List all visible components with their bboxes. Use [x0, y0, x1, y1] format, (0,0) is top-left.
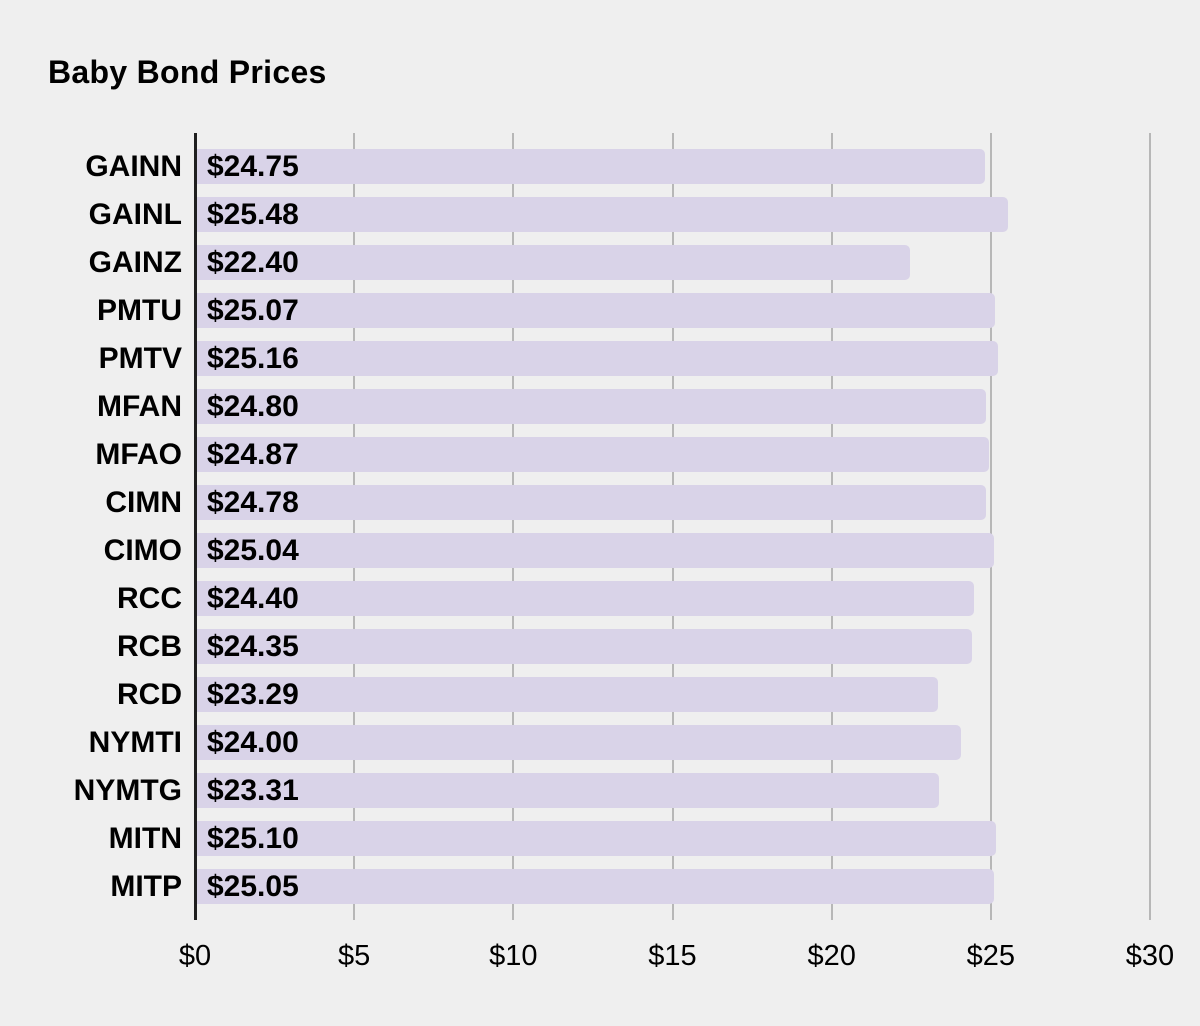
- gridline: [1149, 133, 1151, 920]
- bar-value-label: $24.78: [207, 485, 299, 519]
- category-label: MFAN: [97, 389, 182, 423]
- bar-value-label: $25.10: [207, 821, 299, 855]
- bar: $25.05: [197, 869, 995, 904]
- gridline: [671, 133, 674, 920]
- bar-row: MITN $25.10: [109, 821, 1150, 856]
- bar: $24.35: [197, 629, 973, 664]
- bar: $23.29: [197, 677, 939, 712]
- x-tick-label: $30: [1125, 940, 1175, 972]
- bar-row: NYMTG $23.31: [74, 773, 1150, 808]
- bar-row: RCD $23.29: [117, 677, 1150, 712]
- category-label: MITP: [110, 869, 182, 903]
- gridline: [989, 133, 992, 920]
- x-tick-label: $15: [648, 940, 697, 972]
- x-tick-label: $5: [338, 940, 371, 972]
- bar: $25.10: [197, 821, 997, 856]
- category-label: RCB: [117, 629, 182, 663]
- category-label: NYMTG: [73, 773, 182, 807]
- bar-value-label: $22.40: [207, 245, 299, 279]
- bar-row: GAINN $24.75: [85, 149, 1150, 184]
- bar: $24.00: [197, 725, 961, 760]
- x-tick-label: $25: [966, 940, 1016, 972]
- bar: $24.80: [197, 389, 987, 424]
- bar: $25.04: [197, 533, 995, 568]
- bar-row: PMTV $25.16: [99, 341, 1150, 376]
- bar-value-label: $25.05: [207, 869, 299, 903]
- bar-value-label: $24.00: [207, 725, 299, 759]
- bar: $23.31: [197, 773, 940, 808]
- bar-value-label: $24.40: [207, 581, 299, 615]
- category-label: MITN: [108, 821, 182, 855]
- category-label: GAINZ: [88, 245, 182, 279]
- bar-row: GAINZ $22.40: [89, 245, 1150, 280]
- category-label: CIMO: [103, 533, 182, 567]
- bar-row: GAINL $25.48: [89, 197, 1150, 232]
- bar-row: CIMO $25.04: [104, 533, 1150, 568]
- bar-row: CIMN $24.78: [105, 485, 1150, 520]
- bar-value-label: $25.16: [207, 341, 299, 375]
- category-label: GAINN: [85, 149, 182, 183]
- bar-row: MFAO $24.87: [95, 437, 1150, 472]
- bar: $25.07: [197, 293, 996, 328]
- bar-row: MFAN $24.80: [97, 389, 1150, 424]
- bar-value-label: $24.75: [207, 149, 299, 183]
- gridline: [512, 133, 515, 920]
- bar-value-label: $24.80: [207, 389, 299, 423]
- bar-value-label: $23.31: [207, 773, 299, 807]
- bar-value-label: $25.48: [207, 197, 299, 231]
- bar: $25.48: [197, 197, 1009, 232]
- bar: $24.87: [197, 437, 989, 472]
- category-label: PMTU: [97, 293, 182, 327]
- plot-area: GAINN $24.75 GAINL $25.48 GAINZ $22.40 PMTU $25…: [74, 133, 1151, 920]
- category-label: PMTV: [98, 341, 182, 375]
- bar: $24.40: [197, 581, 974, 616]
- bar-value-label: $25.07: [207, 293, 299, 327]
- x-axis: $0 $5 $10 $15 $20 $25 $30: [179, 940, 1174, 980]
- category-label: RCC: [117, 581, 182, 615]
- y-axis-line: [194, 133, 197, 920]
- gridline: [353, 133, 356, 920]
- bar-row: RCB $24.35: [117, 629, 1150, 664]
- chart-title: Baby Bond Prices: [48, 54, 327, 90]
- gridline: [830, 133, 833, 920]
- bar: $22.40: [197, 245, 911, 280]
- category-label: CIMN: [105, 485, 182, 519]
- x-tick-label: $0: [178, 940, 212, 972]
- bar-value-label: $23.29: [207, 677, 299, 711]
- x-tick-label: $10: [489, 940, 538, 972]
- x-tick-label: $20: [807, 940, 856, 972]
- bar-row: PMTU $25.07: [97, 293, 1150, 328]
- category-label: MFAO: [95, 437, 182, 471]
- category-label: GAINL: [88, 197, 182, 231]
- bar-value-label: $24.87: [207, 437, 299, 471]
- category-label: NYMTI: [88, 725, 182, 759]
- bar-value-label: $25.04: [207, 533, 299, 567]
- bar: $24.78: [197, 485, 986, 520]
- bar: $25.16: [197, 341, 998, 376]
- bar-value-label: $24.35: [207, 629, 299, 663]
- bar: $24.75: [197, 149, 985, 184]
- bar-row: RCC $24.40: [117, 581, 1150, 616]
- bar-row: MITP $25.05: [110, 869, 1150, 904]
- bar-row: NYMTI $24.00: [89, 725, 1150, 760]
- category-label: RCD: [117, 677, 182, 711]
